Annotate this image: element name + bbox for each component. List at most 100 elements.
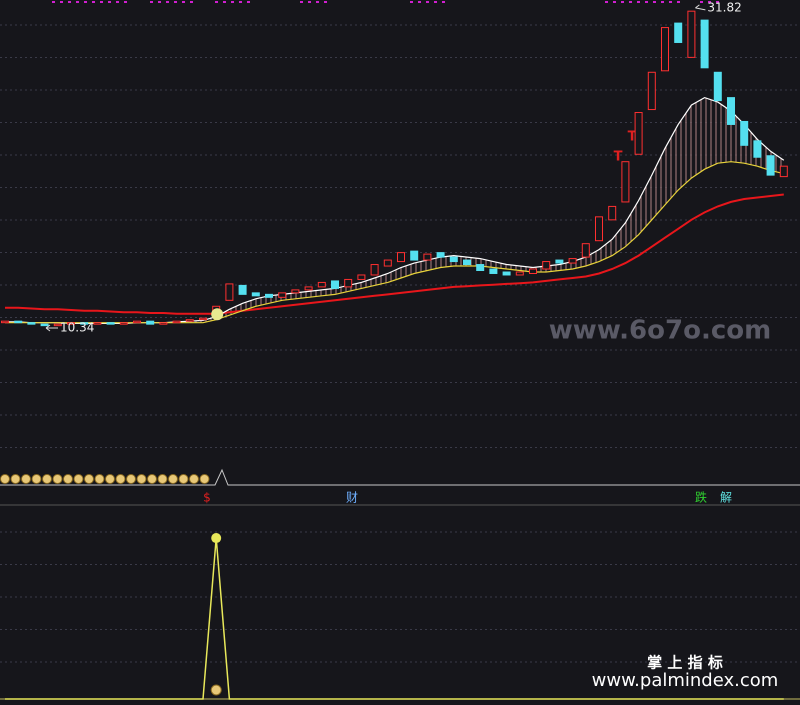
- candle-body: [265, 293, 273, 298]
- candle-body: [238, 284, 247, 295]
- candle-body: [317, 281, 326, 288]
- candle-body: [463, 259, 471, 266]
- candle-body: [199, 317, 207, 321]
- candle-body: [119, 322, 128, 325]
- bag-icon: [157, 474, 168, 484]
- candle-body: [251, 292, 260, 297]
- grid: [0, 24, 800, 663]
- candle-body: [185, 319, 194, 322]
- bag-icon: [73, 474, 84, 484]
- candle-body: [93, 322, 102, 325]
- candle-body: [713, 71, 722, 102]
- indicator-peak: [211, 533, 222, 544]
- signal: 跌: [695, 490, 707, 505]
- bag-icon: [31, 474, 42, 484]
- candle-body: [515, 271, 524, 276]
- bag-icon: [94, 474, 105, 484]
- bag-icon: [136, 474, 147, 484]
- candle-body: [647, 71, 656, 111]
- candle-body: [555, 259, 564, 264]
- low-label: 10.34: [60, 321, 94, 335]
- candle-body: [753, 140, 762, 158]
- signal: $: [203, 491, 211, 505]
- bag-icon: [105, 474, 115, 484]
- indicator-line: [5, 537, 784, 700]
- high-label: 31.82: [707, 0, 741, 14]
- bag-icon: [178, 474, 189, 484]
- candle-body: [674, 22, 683, 43]
- candle-body: [357, 274, 366, 280]
- candle-body: [542, 261, 551, 270]
- candle-body: [740, 120, 749, 146]
- bag-icon: [42, 474, 52, 484]
- watermark: www.6o7o.com: [549, 316, 771, 346]
- candle-body: [172, 320, 181, 324]
- bag-icon: [10, 474, 21, 484]
- candle-body: [53, 323, 62, 327]
- bag-icon: [21, 474, 31, 484]
- candle-body: [436, 252, 445, 258]
- bag-icon: [210, 684, 222, 696]
- signal: 财: [346, 491, 358, 505]
- site: www.palmindex.com: [592, 670, 779, 691]
- candle-body: [700, 19, 709, 69]
- candle-body: [779, 165, 788, 178]
- candle-body: [397, 252, 405, 263]
- panel-divider: [0, 468, 800, 486]
- candle-body: [331, 280, 339, 289]
- signal-dot: [211, 308, 224, 321]
- candle-body: [502, 271, 511, 276]
- candle-body: [133, 320, 141, 324]
- candle-body: [27, 322, 36, 325]
- bag-icon: [168, 474, 178, 484]
- candle-body: [159, 322, 168, 325]
- candle-body: [106, 322, 115, 325]
- candle-body: [621, 161, 630, 203]
- band-fill: [5, 97, 784, 324]
- candle-body: [727, 97, 735, 125]
- candle-body: [608, 205, 617, 221]
- t-marker: T: [614, 150, 623, 165]
- candle-body: [766, 155, 775, 176]
- arrow: [695, 4, 706, 11]
- bag-icon: [189, 474, 199, 484]
- candle-body: [67, 322, 75, 325]
- candle-body: [489, 268, 498, 274]
- bag-icon: [115, 474, 126, 484]
- candle-body: [80, 322, 89, 325]
- candle-body: [423, 253, 432, 261]
- brand: 掌 上 指 标: [647, 654, 723, 672]
- candle-body: [278, 292, 287, 298]
- candle-body: [225, 283, 234, 301]
- candle-body: [687, 10, 696, 58]
- candle-body: [661, 27, 669, 72]
- bag-icon: [147, 474, 157, 484]
- candle-body: [634, 112, 643, 155]
- candle-body: [291, 289, 300, 294]
- candle-body: [344, 278, 353, 288]
- candle-body: [40, 323, 49, 327]
- candle-body: [304, 286, 313, 291]
- bag-icon: [126, 474, 136, 484]
- bag-icon: [52, 474, 63, 484]
- t-marker: T: [628, 130, 637, 145]
- bag-icon: [0, 474, 10, 484]
- signal: 解: [720, 491, 732, 505]
- candle-body: [14, 320, 23, 324]
- bag-icon: [199, 474, 210, 484]
- candle-body: [529, 268, 537, 274]
- moving-average: [5, 193, 784, 315]
- candle-body: [146, 320, 155, 325]
- bag-icon: [63, 474, 73, 484]
- bag-icon: [84, 474, 94, 484]
- candle-body: [581, 243, 590, 258]
- candle-body: [476, 264, 485, 272]
- candle-body: [383, 259, 392, 267]
- arrow: [45, 324, 58, 332]
- candle-body: [410, 250, 419, 261]
- candle-body: [1, 320, 9, 324]
- candle-body: [595, 216, 603, 242]
- candle-body: [370, 264, 379, 276]
